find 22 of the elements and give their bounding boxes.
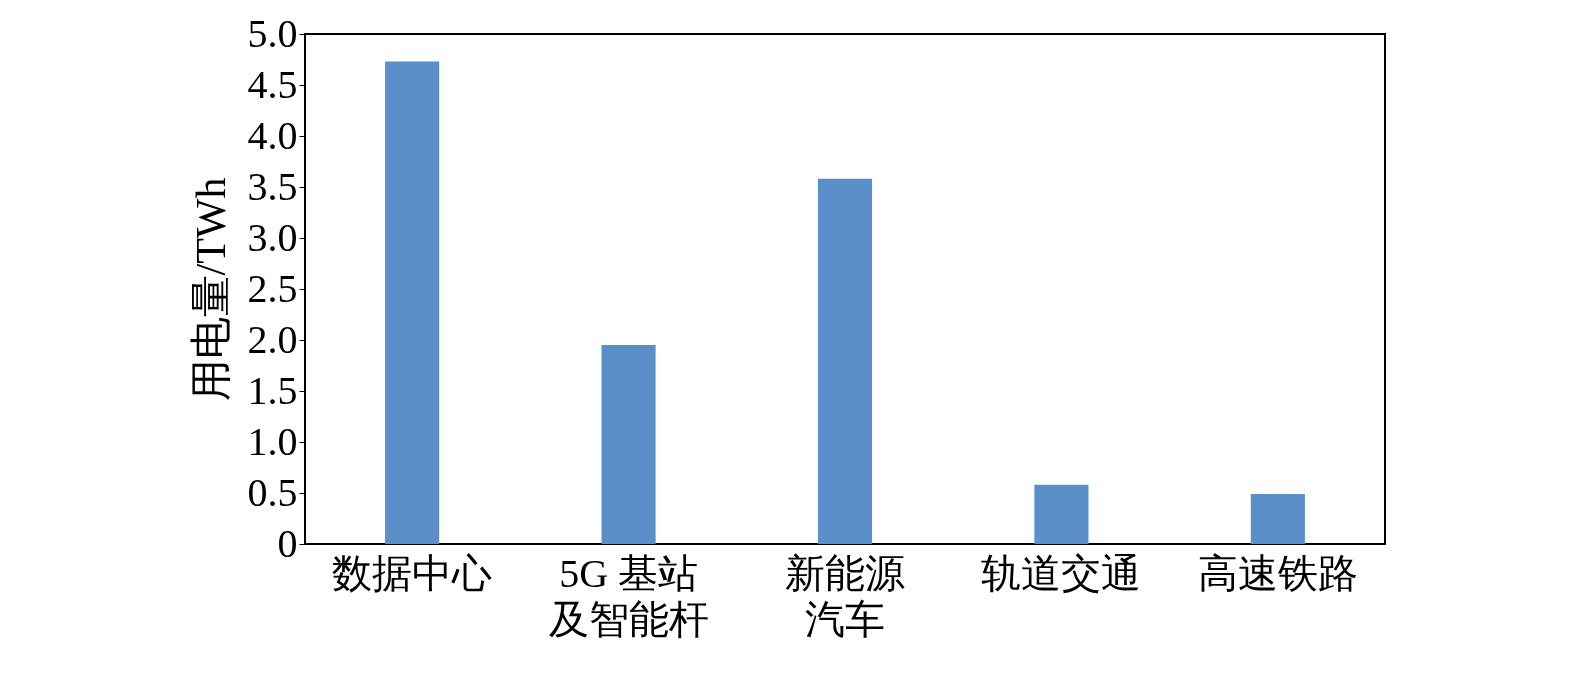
bar bbox=[1250, 494, 1305, 544]
bar bbox=[385, 61, 440, 544]
x-tick-label: 5G 基站及智能杆 bbox=[548, 550, 709, 642]
y-axis-title: 用电量/TWh bbox=[187, 177, 234, 402]
y-tick-label: 0.5 bbox=[247, 469, 298, 515]
x-tick-label: 轨道交通 bbox=[981, 550, 1142, 596]
y-tick-label: 1.5 bbox=[247, 367, 298, 413]
y-tick-label: 2.0 bbox=[247, 316, 298, 362]
y-tick-label: 4.5 bbox=[247, 61, 298, 107]
x-tick-label: 新能源汽车 bbox=[785, 550, 905, 642]
x-tick-label: 高速铁路 bbox=[1197, 550, 1358, 596]
y-tick-label: 1.0 bbox=[247, 418, 298, 464]
y-tick-label: 5.0 bbox=[247, 10, 298, 56]
x-tick-label: 数据中心 bbox=[332, 550, 493, 596]
y-tick-label: 0 bbox=[277, 520, 298, 566]
y-tick-label: 4.0 bbox=[247, 112, 298, 158]
y-tick-label: 2.5 bbox=[247, 265, 298, 311]
bar bbox=[601, 345, 656, 544]
y-tick-label: 3.0 bbox=[247, 214, 298, 260]
bar bbox=[817, 178, 873, 544]
bar bbox=[1034, 484, 1089, 544]
y-tick-label: 3.5 bbox=[247, 163, 298, 209]
